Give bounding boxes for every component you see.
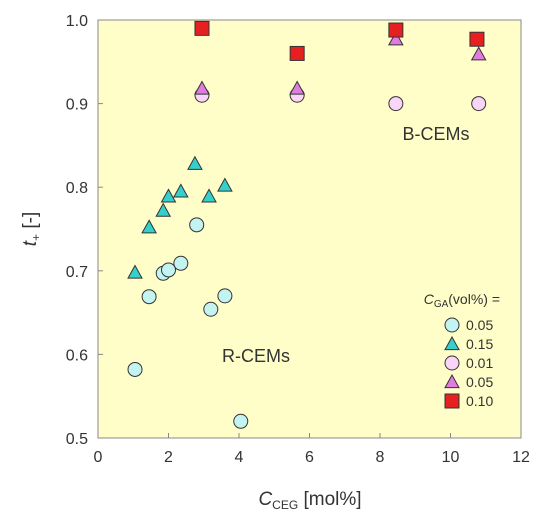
- triangle-point: [470, 46, 487, 61]
- legend-label: 0.05: [466, 374, 493, 390]
- annotation-r-cems: R-CEMs: [222, 346, 290, 366]
- series-4: [194, 20, 485, 61]
- legend-item: 0.10: [444, 393, 493, 409]
- x-tick-label: 10: [442, 449, 460, 466]
- legend: CGA(vol%) = 0.05 0.15 0.01 0.05 0.10: [424, 291, 500, 409]
- triangle-point: [194, 80, 210, 95]
- y-tick-label: 0.5: [66, 431, 88, 448]
- triangle-point: [155, 202, 172, 217]
- data-points: [127, 20, 487, 429]
- x-tick-label: 8: [376, 449, 385, 466]
- legend-circle-marker: [444, 355, 460, 371]
- square-point: [469, 31, 485, 47]
- legend-square-marker: [444, 393, 460, 409]
- legend-triangle-marker: [444, 335, 460, 351]
- y-axis-title: t+ [-]: [20, 212, 43, 246]
- circle-point: [161, 262, 176, 278]
- legend-label: 0.15: [466, 336, 493, 352]
- triangle-point: [388, 31, 404, 46]
- axis-ticks: 0 2 4 6 8 10 12 0.5 0.6 0.7 0.8 0.9 1.0: [66, 13, 530, 466]
- y-tick-label: 0.7: [66, 264, 88, 281]
- y-tick-label: 0.9: [66, 97, 88, 114]
- plot-area: [97, 19, 522, 439]
- square-point: [194, 20, 210, 36]
- legend-label: 0.05: [466, 317, 493, 333]
- triangle-point: [141, 219, 157, 234]
- legend-triangle-marker: [444, 373, 460, 389]
- triangle-point: [217, 177, 233, 192]
- x-tick-label: 6: [305, 449, 314, 466]
- legend-circle-marker: [444, 317, 460, 333]
- annotation-b-cems: B-CEMs: [403, 124, 470, 144]
- legend-item: 0.05: [444, 317, 493, 333]
- circle-point: [203, 301, 219, 317]
- circle-point: [388, 96, 404, 112]
- legend-label: 0.01: [466, 355, 493, 371]
- y-tick-label: 0.8: [66, 180, 88, 197]
- series-0: [127, 217, 249, 429]
- x-tick-label: 0: [94, 449, 103, 466]
- circle-point: [189, 217, 205, 233]
- legend-item: 0.01: [444, 355, 493, 371]
- circle-point: [173, 255, 189, 271]
- series-3: [194, 31, 487, 95]
- triangle-point: [127, 264, 143, 279]
- x-tick-label: 2: [164, 449, 173, 466]
- x-tick-label: 4: [235, 449, 244, 466]
- circle-point: [233, 413, 249, 429]
- x-axis-title: CCEG [mol%]: [258, 489, 361, 512]
- triangle-point: [172, 183, 189, 198]
- y-tick-label: 0.6: [66, 347, 88, 364]
- square-point: [388, 22, 404, 38]
- legend-title: CGA(vol%) =: [424, 291, 500, 310]
- circle-point: [127, 361, 143, 377]
- circle-point: [141, 289, 157, 305]
- triangle-point: [289, 80, 306, 95]
- y-tick-label: 1.0: [66, 13, 88, 30]
- circle-point: [471, 96, 487, 112]
- circle-point: [217, 288, 233, 304]
- triangle-point: [160, 188, 177, 203]
- x-tick-label: 12: [512, 449, 530, 466]
- triangle-point: [201, 188, 217, 203]
- series-1: [127, 155, 233, 279]
- triangle-point: [187, 155, 203, 170]
- legend-item: 0.15: [444, 335, 493, 352]
- legend-item: 0.05: [444, 373, 493, 390]
- square-point: [289, 45, 305, 61]
- legend-label: 0.10: [466, 393, 493, 409]
